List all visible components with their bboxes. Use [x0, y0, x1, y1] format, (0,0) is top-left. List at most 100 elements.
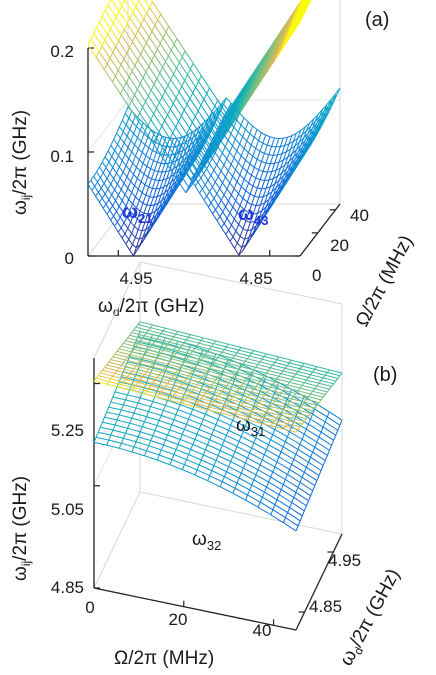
surface-omega32-mesh	[323, 427, 336, 435]
surface-upper-mesh	[154, 84, 162, 96]
surface-omega43-mesh	[225, 177, 229, 183]
surface-omega31-mesh	[216, 341, 229, 344]
surface-omega31-mesh	[285, 368, 298, 371]
surface-omega32-mesh	[262, 497, 275, 505]
surface-upper-mesh	[141, 54, 149, 66]
surface-upper-mesh	[113, 47, 116, 53]
surface-omega32-mesh	[241, 473, 254, 480]
surface-omega31-mesh	[275, 360, 277, 363]
surface-omega32-mesh	[275, 505, 288, 513]
surface-omega31-mesh	[275, 382, 288, 385]
surface-omega43-mesh	[270, 155, 273, 163]
surface-omega21-mesh	[114, 139, 118, 144]
surface-omega31-mesh	[111, 359, 124, 362]
surface-omega21-mesh	[103, 168, 106, 173]
surface-omega31-mesh	[100, 373, 113, 376]
surface-omega21-mesh	[145, 137, 148, 145]
surface-upper-mesh	[173, 127, 176, 133]
surface-omega32-mesh	[132, 452, 145, 456]
surface-omega43-mesh	[223, 212, 227, 219]
surface-omega32-mesh	[287, 469, 289, 474]
surface-omega21-mesh	[121, 143, 124, 150]
surface-omega21-mesh	[136, 149, 139, 156]
surface-omega32-mesh	[123, 405, 136, 408]
surface-omega32-mesh	[285, 518, 298, 526]
surface-omega31-mesh	[260, 362, 273, 365]
surface-upper-mesh	[121, 88, 124, 94]
surface-omega21-mesh	[119, 127, 123, 132]
surface-omega31-mesh	[170, 398, 172, 401]
surface-omega31-mesh	[245, 397, 247, 400]
surface-omega43-mesh	[208, 175, 211, 180]
surface-omega31-mesh	[325, 372, 327, 375]
surface-omega43-mesh	[228, 164, 231, 170]
surface-omega31-mesh	[266, 373, 279, 376]
surface-omega31-mesh	[317, 367, 330, 370]
surface-omega43-mesh	[230, 237, 233, 241]
surface-omega31-mesh	[115, 351, 117, 354]
surface-omega43-mesh	[241, 125, 245, 130]
surface-omega21-mesh	[99, 202, 103, 208]
surface-omega32-mesh	[319, 471, 321, 476]
surface-omega31-mesh	[147, 372, 160, 375]
surface-omega43-mesh	[207, 192, 210, 196]
surface-omega32-mesh	[241, 468, 243, 473]
surface-upper-mesh	[99, 22, 107, 34]
surface-omega43-mesh	[229, 225, 232, 230]
surface-upper-mesh	[119, 11, 127, 23]
surface-omega32-mesh	[178, 410, 191, 415]
surface-upper-mesh	[168, 80, 171, 86]
surface-omega31-mesh	[239, 347, 241, 350]
surface-omega21-mesh	[125, 188, 128, 194]
surface-omega21-mesh	[137, 130, 140, 137]
surface-omega31-mesh	[292, 416, 294, 419]
surface-omega21-mesh	[141, 141, 145, 144]
surface-omega43-mesh	[226, 234, 230, 241]
surface-omega31-mesh	[176, 331, 178, 334]
surface-upper-mesh	[188, 69, 191, 75]
surface-omega32-mesh	[144, 417, 146, 422]
surface-omega31-mesh	[235, 375, 248, 378]
surface-omega21-mesh	[119, 161, 122, 167]
surface-omega31-mesh	[288, 421, 290, 424]
surface-omega31-mesh	[199, 343, 212, 346]
surface-upper-mesh	[171, 44, 174, 50]
surface-omega43-mesh	[263, 163, 266, 171]
surface-omega43-mesh	[250, 134, 254, 138]
surface-omega43-mesh	[235, 132, 238, 139]
surface-omega31-mesh	[334, 381, 336, 384]
surface-omega32-mesh	[310, 414, 312, 419]
surface-upper-mesh	[110, 52, 113, 58]
surface-upper-mesh	[139, 1, 147, 13]
surface-omega32-mesh	[172, 425, 185, 430]
surface-omega21-mesh	[139, 193, 142, 201]
surface-upper-mesh	[171, 74, 174, 80]
surface-omega43-mesh	[257, 180, 260, 188]
surface-omega31-mesh	[111, 357, 113, 360]
surface-omega32-mesh	[218, 420, 231, 426]
surface-omega31-mesh	[208, 410, 221, 413]
surface-omega32-mesh	[136, 403, 138, 408]
surface-omega32-mesh	[132, 418, 145, 422]
surface-omega31-mesh	[329, 386, 331, 389]
panel-a-z-tick: 0	[65, 249, 74, 268]
surface-omega31-mesh	[260, 359, 262, 362]
surface-omega31-mesh	[136, 383, 138, 386]
surface-omega32-mesh	[224, 472, 226, 477]
surface-omega31-mesh	[107, 382, 109, 385]
surface-upper-mesh	[102, 40, 105, 46]
surface-upper-mesh	[161, 14, 169, 26]
surface-upper-mesh	[146, 72, 154, 84]
surface-omega21-mesh	[95, 182, 98, 186]
surface-omega32-mesh	[315, 481, 317, 486]
surface-omega32-mesh	[203, 450, 205, 455]
surface-omega31-mesh	[180, 348, 193, 351]
surface-omega21-mesh	[139, 119, 143, 123]
surface-omega32-mesh	[306, 467, 319, 475]
surface-omega43-mesh	[241, 118, 244, 125]
surface-omega32-mesh	[203, 414, 205, 419]
surface-omega43-mesh	[234, 182, 237, 189]
surface-omega21-mesh	[99, 198, 102, 202]
surface-omega43-mesh	[240, 168, 243, 175]
surface-omega43-mesh	[280, 138, 283, 146]
